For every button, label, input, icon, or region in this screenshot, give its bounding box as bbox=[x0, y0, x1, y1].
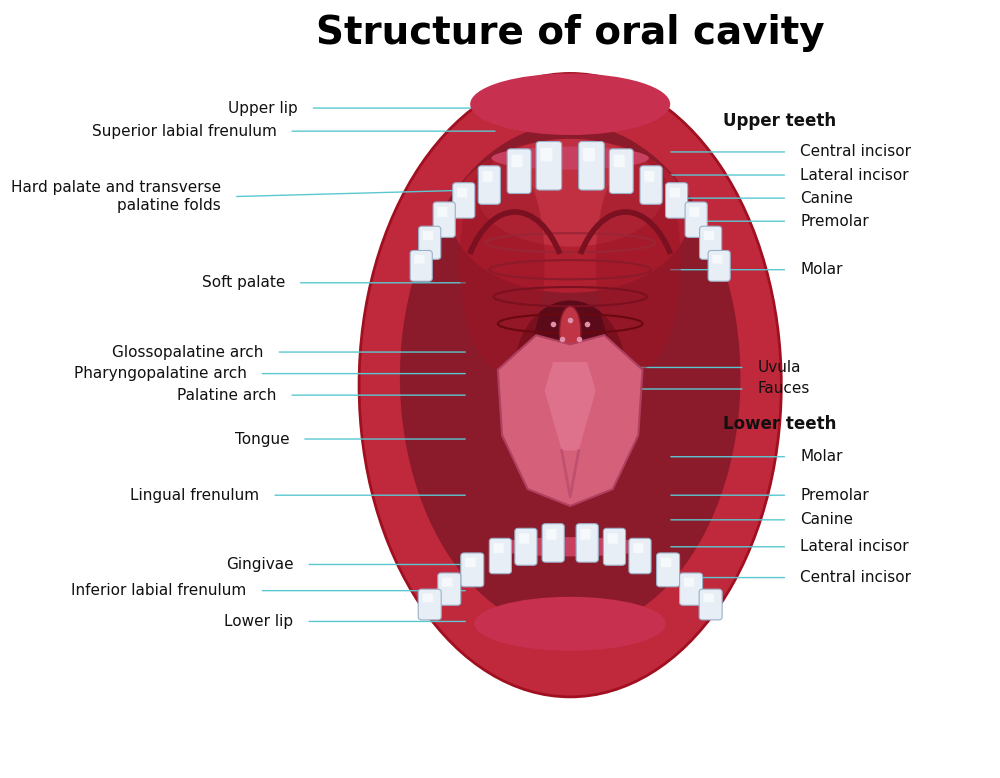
FancyBboxPatch shape bbox=[438, 573, 461, 605]
FancyBboxPatch shape bbox=[414, 255, 425, 264]
Text: Superior labial frenulum: Superior labial frenulum bbox=[92, 124, 276, 138]
FancyBboxPatch shape bbox=[461, 553, 484, 587]
FancyBboxPatch shape bbox=[609, 149, 633, 194]
FancyBboxPatch shape bbox=[583, 148, 595, 161]
FancyBboxPatch shape bbox=[614, 155, 625, 167]
FancyBboxPatch shape bbox=[494, 543, 504, 553]
FancyBboxPatch shape bbox=[666, 183, 688, 218]
FancyBboxPatch shape bbox=[657, 553, 680, 587]
Ellipse shape bbox=[451, 138, 689, 293]
FancyBboxPatch shape bbox=[661, 558, 671, 567]
FancyBboxPatch shape bbox=[489, 538, 511, 573]
Text: Upper teeth: Upper teeth bbox=[723, 112, 837, 130]
Text: Fauces: Fauces bbox=[757, 381, 810, 397]
FancyBboxPatch shape bbox=[519, 534, 529, 544]
FancyBboxPatch shape bbox=[423, 231, 433, 240]
FancyBboxPatch shape bbox=[453, 183, 475, 218]
Ellipse shape bbox=[400, 124, 740, 632]
FancyBboxPatch shape bbox=[442, 577, 453, 587]
FancyBboxPatch shape bbox=[580, 529, 591, 540]
FancyBboxPatch shape bbox=[579, 142, 604, 190]
FancyBboxPatch shape bbox=[699, 589, 722, 620]
Text: Molar: Molar bbox=[800, 449, 843, 464]
Text: Uvula: Uvula bbox=[757, 360, 801, 375]
FancyBboxPatch shape bbox=[633, 543, 643, 553]
Text: Lateral incisor: Lateral incisor bbox=[800, 539, 909, 554]
FancyBboxPatch shape bbox=[437, 207, 448, 217]
FancyBboxPatch shape bbox=[433, 202, 455, 237]
FancyBboxPatch shape bbox=[576, 524, 598, 562]
FancyBboxPatch shape bbox=[457, 187, 467, 198]
Text: Central incisor: Central incisor bbox=[800, 570, 911, 585]
Text: Soft palate: Soft palate bbox=[202, 275, 285, 290]
FancyBboxPatch shape bbox=[629, 538, 651, 573]
FancyBboxPatch shape bbox=[608, 534, 618, 544]
Polygon shape bbox=[498, 335, 643, 506]
Ellipse shape bbox=[474, 597, 666, 650]
FancyBboxPatch shape bbox=[418, 589, 441, 620]
FancyBboxPatch shape bbox=[507, 149, 531, 194]
FancyBboxPatch shape bbox=[680, 573, 703, 605]
Text: Upper lip: Upper lip bbox=[228, 100, 298, 116]
FancyBboxPatch shape bbox=[546, 529, 556, 540]
FancyBboxPatch shape bbox=[478, 166, 500, 205]
FancyBboxPatch shape bbox=[704, 231, 714, 240]
FancyBboxPatch shape bbox=[700, 226, 722, 259]
Text: Lateral incisor: Lateral incisor bbox=[800, 167, 909, 183]
FancyBboxPatch shape bbox=[689, 207, 699, 217]
Ellipse shape bbox=[491, 146, 649, 170]
FancyBboxPatch shape bbox=[536, 142, 562, 190]
FancyBboxPatch shape bbox=[640, 166, 662, 205]
Text: Pharyngopalatine arch: Pharyngopalatine arch bbox=[74, 366, 247, 381]
FancyBboxPatch shape bbox=[419, 226, 441, 259]
FancyBboxPatch shape bbox=[684, 577, 694, 587]
Text: Lingual frenulum: Lingual frenulum bbox=[130, 488, 259, 503]
Text: Glossopalatine arch: Glossopalatine arch bbox=[112, 345, 264, 359]
FancyBboxPatch shape bbox=[422, 594, 433, 602]
Text: Lower teeth: Lower teeth bbox=[723, 415, 837, 433]
Text: Gingivae: Gingivae bbox=[226, 557, 294, 572]
FancyBboxPatch shape bbox=[542, 524, 564, 562]
Ellipse shape bbox=[477, 138, 664, 247]
Text: Structure of oral cavity: Structure of oral cavity bbox=[316, 15, 824, 52]
FancyBboxPatch shape bbox=[712, 255, 722, 264]
FancyBboxPatch shape bbox=[410, 251, 432, 281]
Text: Palatine arch: Palatine arch bbox=[177, 387, 276, 403]
Ellipse shape bbox=[460, 154, 545, 370]
Ellipse shape bbox=[560, 307, 581, 356]
Ellipse shape bbox=[470, 73, 670, 135]
FancyBboxPatch shape bbox=[708, 251, 730, 281]
Polygon shape bbox=[545, 362, 596, 450]
FancyBboxPatch shape bbox=[703, 594, 714, 602]
FancyBboxPatch shape bbox=[603, 528, 626, 566]
Text: Tongue: Tongue bbox=[235, 432, 289, 447]
Text: Premolar: Premolar bbox=[800, 488, 869, 503]
FancyBboxPatch shape bbox=[483, 171, 493, 182]
Text: Inferior labial frenulum: Inferior labial frenulum bbox=[71, 584, 247, 598]
FancyBboxPatch shape bbox=[465, 558, 476, 567]
Ellipse shape bbox=[489, 537, 651, 556]
FancyBboxPatch shape bbox=[670, 187, 680, 198]
Ellipse shape bbox=[596, 154, 681, 370]
FancyBboxPatch shape bbox=[685, 202, 707, 237]
Text: Lower lip: Lower lip bbox=[224, 614, 294, 629]
Text: Canine: Canine bbox=[800, 513, 853, 527]
FancyBboxPatch shape bbox=[644, 171, 654, 182]
Text: Central incisor: Central incisor bbox=[800, 145, 911, 159]
FancyBboxPatch shape bbox=[515, 528, 537, 566]
Text: Premolar: Premolar bbox=[800, 214, 869, 229]
FancyBboxPatch shape bbox=[540, 148, 552, 161]
Ellipse shape bbox=[359, 73, 781, 697]
Text: Hard palate and transverse
palatine folds: Hard palate and transverse palatine fold… bbox=[11, 180, 221, 213]
Text: Canine: Canine bbox=[800, 191, 853, 205]
FancyBboxPatch shape bbox=[511, 155, 523, 167]
Text: Molar: Molar bbox=[800, 262, 843, 277]
Ellipse shape bbox=[515, 300, 626, 439]
